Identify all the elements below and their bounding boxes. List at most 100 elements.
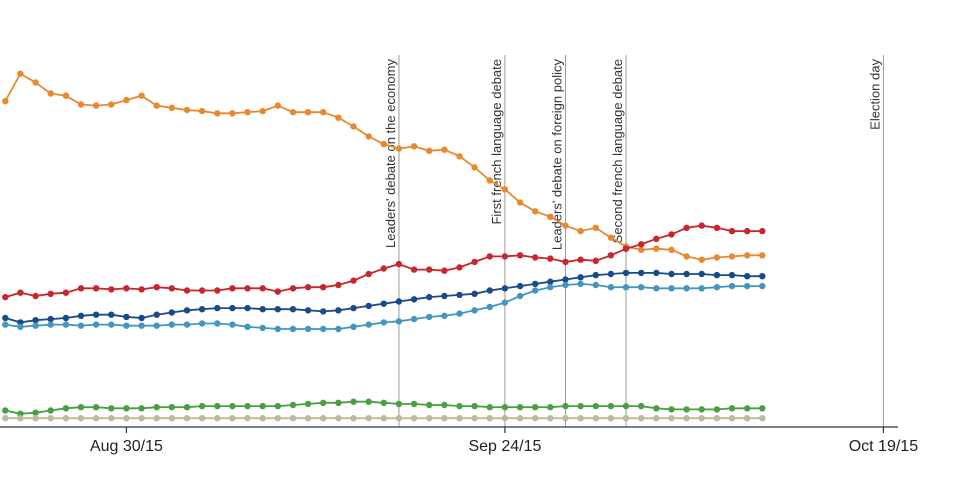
series-2-point-26 [395,298,403,305]
series-4-point-19 [289,401,297,409]
series-3-point-22 [335,325,342,333]
series-4-point-50 [759,405,766,412]
x-axis: Aug 30/15 Sep 24/15 Oct 19/15 [0,426,918,455]
series-3-point-40 [607,284,615,291]
series-3-point-19 [289,325,297,333]
series-5-point-31 [471,415,478,422]
series-0-point-0 [2,98,9,105]
series-0-point-22 [335,114,342,121]
series-3-point-3 [47,321,54,328]
series-0-point-11 [168,104,175,112]
series-2-point-31 [471,290,478,297]
series-0-point-4 [62,92,70,99]
series-0-point-16 [244,109,251,116]
series-0-point-31 [471,164,478,171]
series-5-point-36 [547,415,554,422]
series-1-point-30 [456,264,463,271]
series-5-point-16 [244,415,251,422]
series-5-point-17 [259,415,266,422]
series-1-point-33 [501,253,509,260]
series-5 [2,415,766,422]
series-4-point-31 [471,402,478,410]
series-4-point-32 [486,404,493,411]
series-3-point-6 [92,321,100,328]
series-5-point-0 [2,415,9,422]
series-5-point-27 [410,415,418,422]
series-1-point-11 [168,285,175,292]
series-1-point-44 [668,231,675,238]
series-4-point-42 [638,402,645,410]
series-3-point-25 [380,319,387,326]
series-2-point-13 [198,306,206,313]
series-5-point-5 [77,415,85,422]
series-1-point-12 [183,287,191,294]
series-0-point-2 [32,79,39,86]
series-5-point-39 [592,415,599,422]
series-0-point-7 [108,101,115,108]
series-3-point-35 [532,287,539,294]
series-3-point-2 [32,322,39,329]
x-tick-label-2: Oct 19/15 [849,438,918,455]
series-2-point-30 [456,291,463,299]
series-0-point-39 [592,224,599,231]
series-5-point-24 [365,415,372,422]
series-3-point-42 [638,284,645,291]
series-3-point-15 [229,321,236,328]
series-0-point-35 [532,208,539,215]
series-3-point-11 [168,321,175,328]
series-3-point-34 [516,292,524,300]
series-2-point-0 [2,314,9,322]
series-4-point-44 [668,406,675,413]
series-1-point-24 [365,270,372,278]
series-2-point-25 [380,300,387,307]
series-5-point-42 [638,415,645,422]
series-3-point-18 [274,325,281,333]
series-1-point-42 [638,241,645,248]
series-0-point-49 [744,252,751,259]
series-1-point-45 [683,224,690,231]
series-2-point-6 [92,311,100,318]
series-5-point-32 [486,415,493,422]
series-3-point-5 [77,322,85,329]
series-0-point-43 [653,245,660,252]
series-2-point-22 [335,307,342,314]
series-line-2 [5,271,763,324]
series-2-point-3 [47,315,54,323]
series-3-point-50 [759,282,766,290]
series-1-point-50 [759,227,766,235]
series-1-point-23 [350,277,357,284]
series-2-point-42 [638,269,645,277]
series-1-point-17 [259,285,266,292]
series-4-point-17 [259,402,266,410]
series-2-point-10 [153,311,160,318]
series-0-point-10 [153,102,160,109]
series-3-point-44 [668,285,675,292]
series-0-point-36 [547,213,554,220]
series-2-point-41 [622,269,630,277]
series-1-point-16 [244,285,251,292]
series-4-point-0 [2,407,9,414]
series-3 [2,280,766,333]
series-1-point-0 [2,293,9,301]
series-0-point-6 [92,102,100,109]
series-0-point-9 [138,92,145,99]
series-5-point-3 [47,415,54,422]
series-5-point-41 [622,415,630,422]
series-5-point-43 [653,415,660,422]
series-2-point-29 [441,292,448,300]
series-0-point-44 [668,246,675,253]
series-0-point-25 [380,140,387,148]
series-1-point-48 [728,227,736,235]
series-1-point-25 [380,265,387,272]
series-2-point-28 [426,293,433,301]
series-5-point-7 [108,415,115,422]
series-0-point-13 [198,107,206,115]
series-4-point-41 [622,402,630,410]
series-3-point-27 [410,315,418,323]
series-3-point-31 [471,307,478,314]
series-1-point-36 [547,255,554,262]
series-1-point-19 [289,285,297,292]
series-1-point-28 [426,266,433,273]
series-5-point-15 [229,415,236,422]
